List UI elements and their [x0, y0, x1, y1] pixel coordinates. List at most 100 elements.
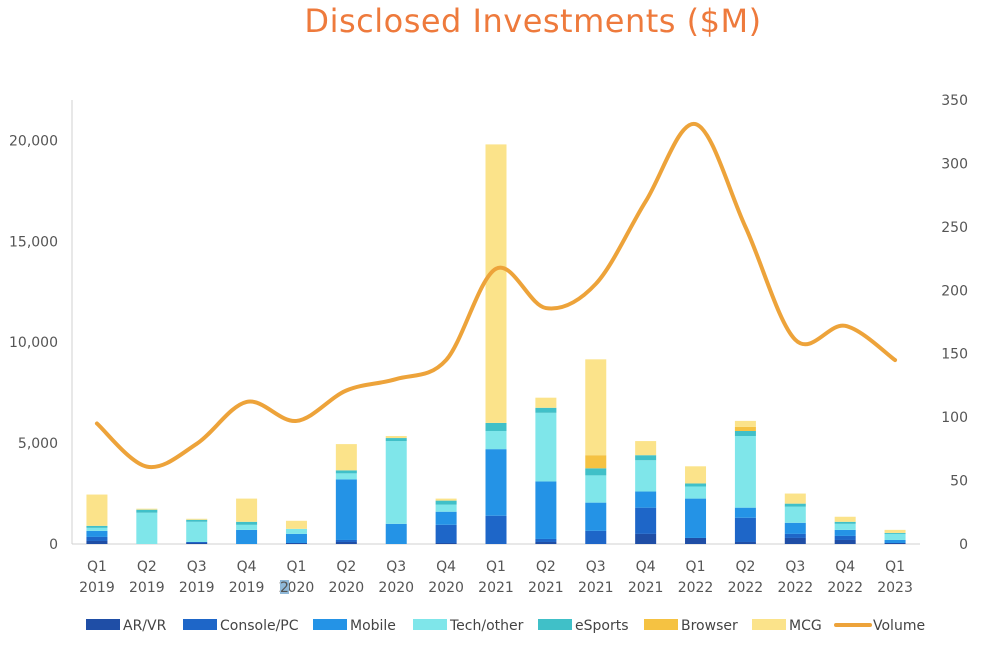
bar-segment-tech-other [635, 460, 657, 492]
bar-segment-mobile [86, 530, 108, 537]
bar-segment-esports [535, 407, 557, 413]
bar-segment-tech-other [734, 436, 756, 508]
legend-swatch-browser [644, 619, 678, 630]
legend-label-mcg: MCG [789, 618, 822, 634]
x-axis-labels: Q1 2019 Q2 2019 Q3 2019 Q4 2019 Q1 2020 Q2 2020 Q3 20… [79, 559, 913, 596]
bar-segment-console-pc [734, 517, 756, 542]
bar-segment-ar-vr [834, 539, 856, 544]
bar-segment-console-pc [635, 507, 657, 534]
x-tick-label-year: 2020 [329, 580, 365, 596]
bar-segment-mobile [784, 522, 806, 534]
x-tick-label-quarter: Q4 [436, 559, 456, 575]
bar-segment-console-pc [485, 515, 507, 544]
stray-marker-text: 2 [280, 580, 289, 596]
x-tick-label-quarter: Q4 [636, 559, 656, 575]
bar-segment-mobile [435, 511, 457, 525]
x-tick-label-year: 2022 [827, 580, 863, 596]
y-right-tick-label: 350 [941, 93, 968, 109]
x-tick-label-year: 2020 [378, 580, 414, 596]
volume-line-group [94, 122, 898, 470]
x-tick-label-quarter: Q4 [835, 559, 855, 575]
bar-segment-mcg [734, 420, 756, 427]
y-left-tick-label: 0 [49, 537, 58, 553]
bar-segment-esports [585, 468, 607, 476]
stray-marker-box [280, 580, 289, 594]
bar-segment-ar-vr [335, 541, 357, 544]
bar-segment-tech-other [236, 524, 258, 530]
x-tick-label-quarter: Q3 [386, 559, 406, 575]
y-right-tick-label: 0 [959, 537, 968, 553]
bar-segment-mobile [884, 539, 906, 543]
bar-segment-ar-vr [784, 537, 806, 544]
bar-segment-mcg [585, 359, 607, 456]
bar-segment-console-pc [535, 538, 557, 542]
bar-segment-esports [884, 532, 906, 534]
bar-segment-mobile [734, 507, 756, 518]
bar-segment-mcg [186, 518, 208, 520]
x-tick-label-quarter: Q4 [237, 559, 257, 575]
bar-segment-console-pc [784, 533, 806, 538]
bar-segment-ar-vr [186, 542, 208, 544]
bar-segment-mobile [236, 529, 258, 544]
bar-segment-esports [485, 422, 507, 431]
bar-segment-tech-other [685, 486, 707, 499]
bar-segment-tech-other [485, 430, 507, 450]
bar-segment-mcg [535, 397, 557, 408]
bar-segment-mobile [385, 523, 407, 544]
bar-segment-mcg [435, 498, 457, 501]
bar-segment-esports [784, 503, 806, 507]
volume-line [94, 122, 898, 470]
x-tick-label-quarter: Q2 [336, 559, 356, 575]
bar-segment-ar-vr [884, 542, 906, 544]
x-tick-label-year: 2023 [877, 580, 913, 596]
bar-segment-tech-other [186, 521, 208, 542]
bar-segment-console-pc [435, 524, 457, 543]
bar-segment-tech-other [535, 412, 557, 482]
bars-group [86, 144, 906, 544]
x-tick-label-quarter: Q1 [486, 559, 506, 575]
chart-title: Disclosed Investments ($M) [304, 2, 762, 40]
y-left-tick-label: 15,000 [9, 234, 58, 250]
bar-segment-mobile [335, 479, 357, 540]
legend-swatch-esports [538, 619, 572, 630]
bar-segment-esports [435, 500, 457, 505]
bar-segment-ar-vr [285, 542, 307, 544]
bar-segment-mobile [834, 529, 856, 536]
bar-segment-mobile [635, 491, 657, 508]
x-tick-label-year: 2019 [229, 580, 265, 596]
bar-segment-esports [236, 521, 258, 525]
legend-label-browser: Browser [681, 618, 738, 634]
bar-segment-esports [186, 519, 208, 522]
bar-segment-ar-vr [86, 540, 108, 544]
bar-segment-tech-other [86, 527, 108, 531]
x-tick-label-quarter: Q3 [785, 559, 805, 575]
x-tick-label-quarter: Q1 [287, 559, 307, 575]
bar-segment-mcg [285, 520, 307, 529]
x-tick-label-year: 2019 [179, 580, 215, 596]
bar-segment-tech-other [435, 504, 457, 512]
bar-segment-mcg [884, 529, 906, 533]
x-tick-label-quarter: Q3 [586, 559, 606, 575]
bar-segment-mcg [834, 516, 856, 522]
bar-segment-mcg [86, 494, 108, 526]
bar-segment-esports [385, 438, 407, 442]
x-tick-label-quarter: Q2 [536, 559, 556, 575]
x-tick-label-quarter: Q1 [686, 559, 706, 575]
bar-segment-ar-vr [635, 533, 657, 544]
y-left-tick-label: 5,000 [18, 436, 58, 452]
bar-segment-console-pc [186, 541, 208, 543]
x-tick-label-year: 2019 [79, 580, 115, 596]
bar-segment-mcg [136, 508, 158, 510]
bar-segment-esports [136, 509, 158, 513]
x-tick-label-quarter: Q3 [187, 559, 207, 575]
bar-segment-esports [685, 483, 707, 487]
bar-segment-console-pc [585, 530, 607, 544]
x-tick-label-quarter: Q1 [885, 559, 905, 575]
bar-segment-esports [335, 470, 357, 474]
y-right-tick-label: 150 [941, 347, 968, 363]
x-tick-label-quarter: Q2 [735, 559, 755, 575]
bar-segment-mcg [385, 436, 407, 439]
x-tick-label-quarter: Q1 [87, 559, 107, 575]
bar-segment-console-pc [335, 539, 357, 542]
